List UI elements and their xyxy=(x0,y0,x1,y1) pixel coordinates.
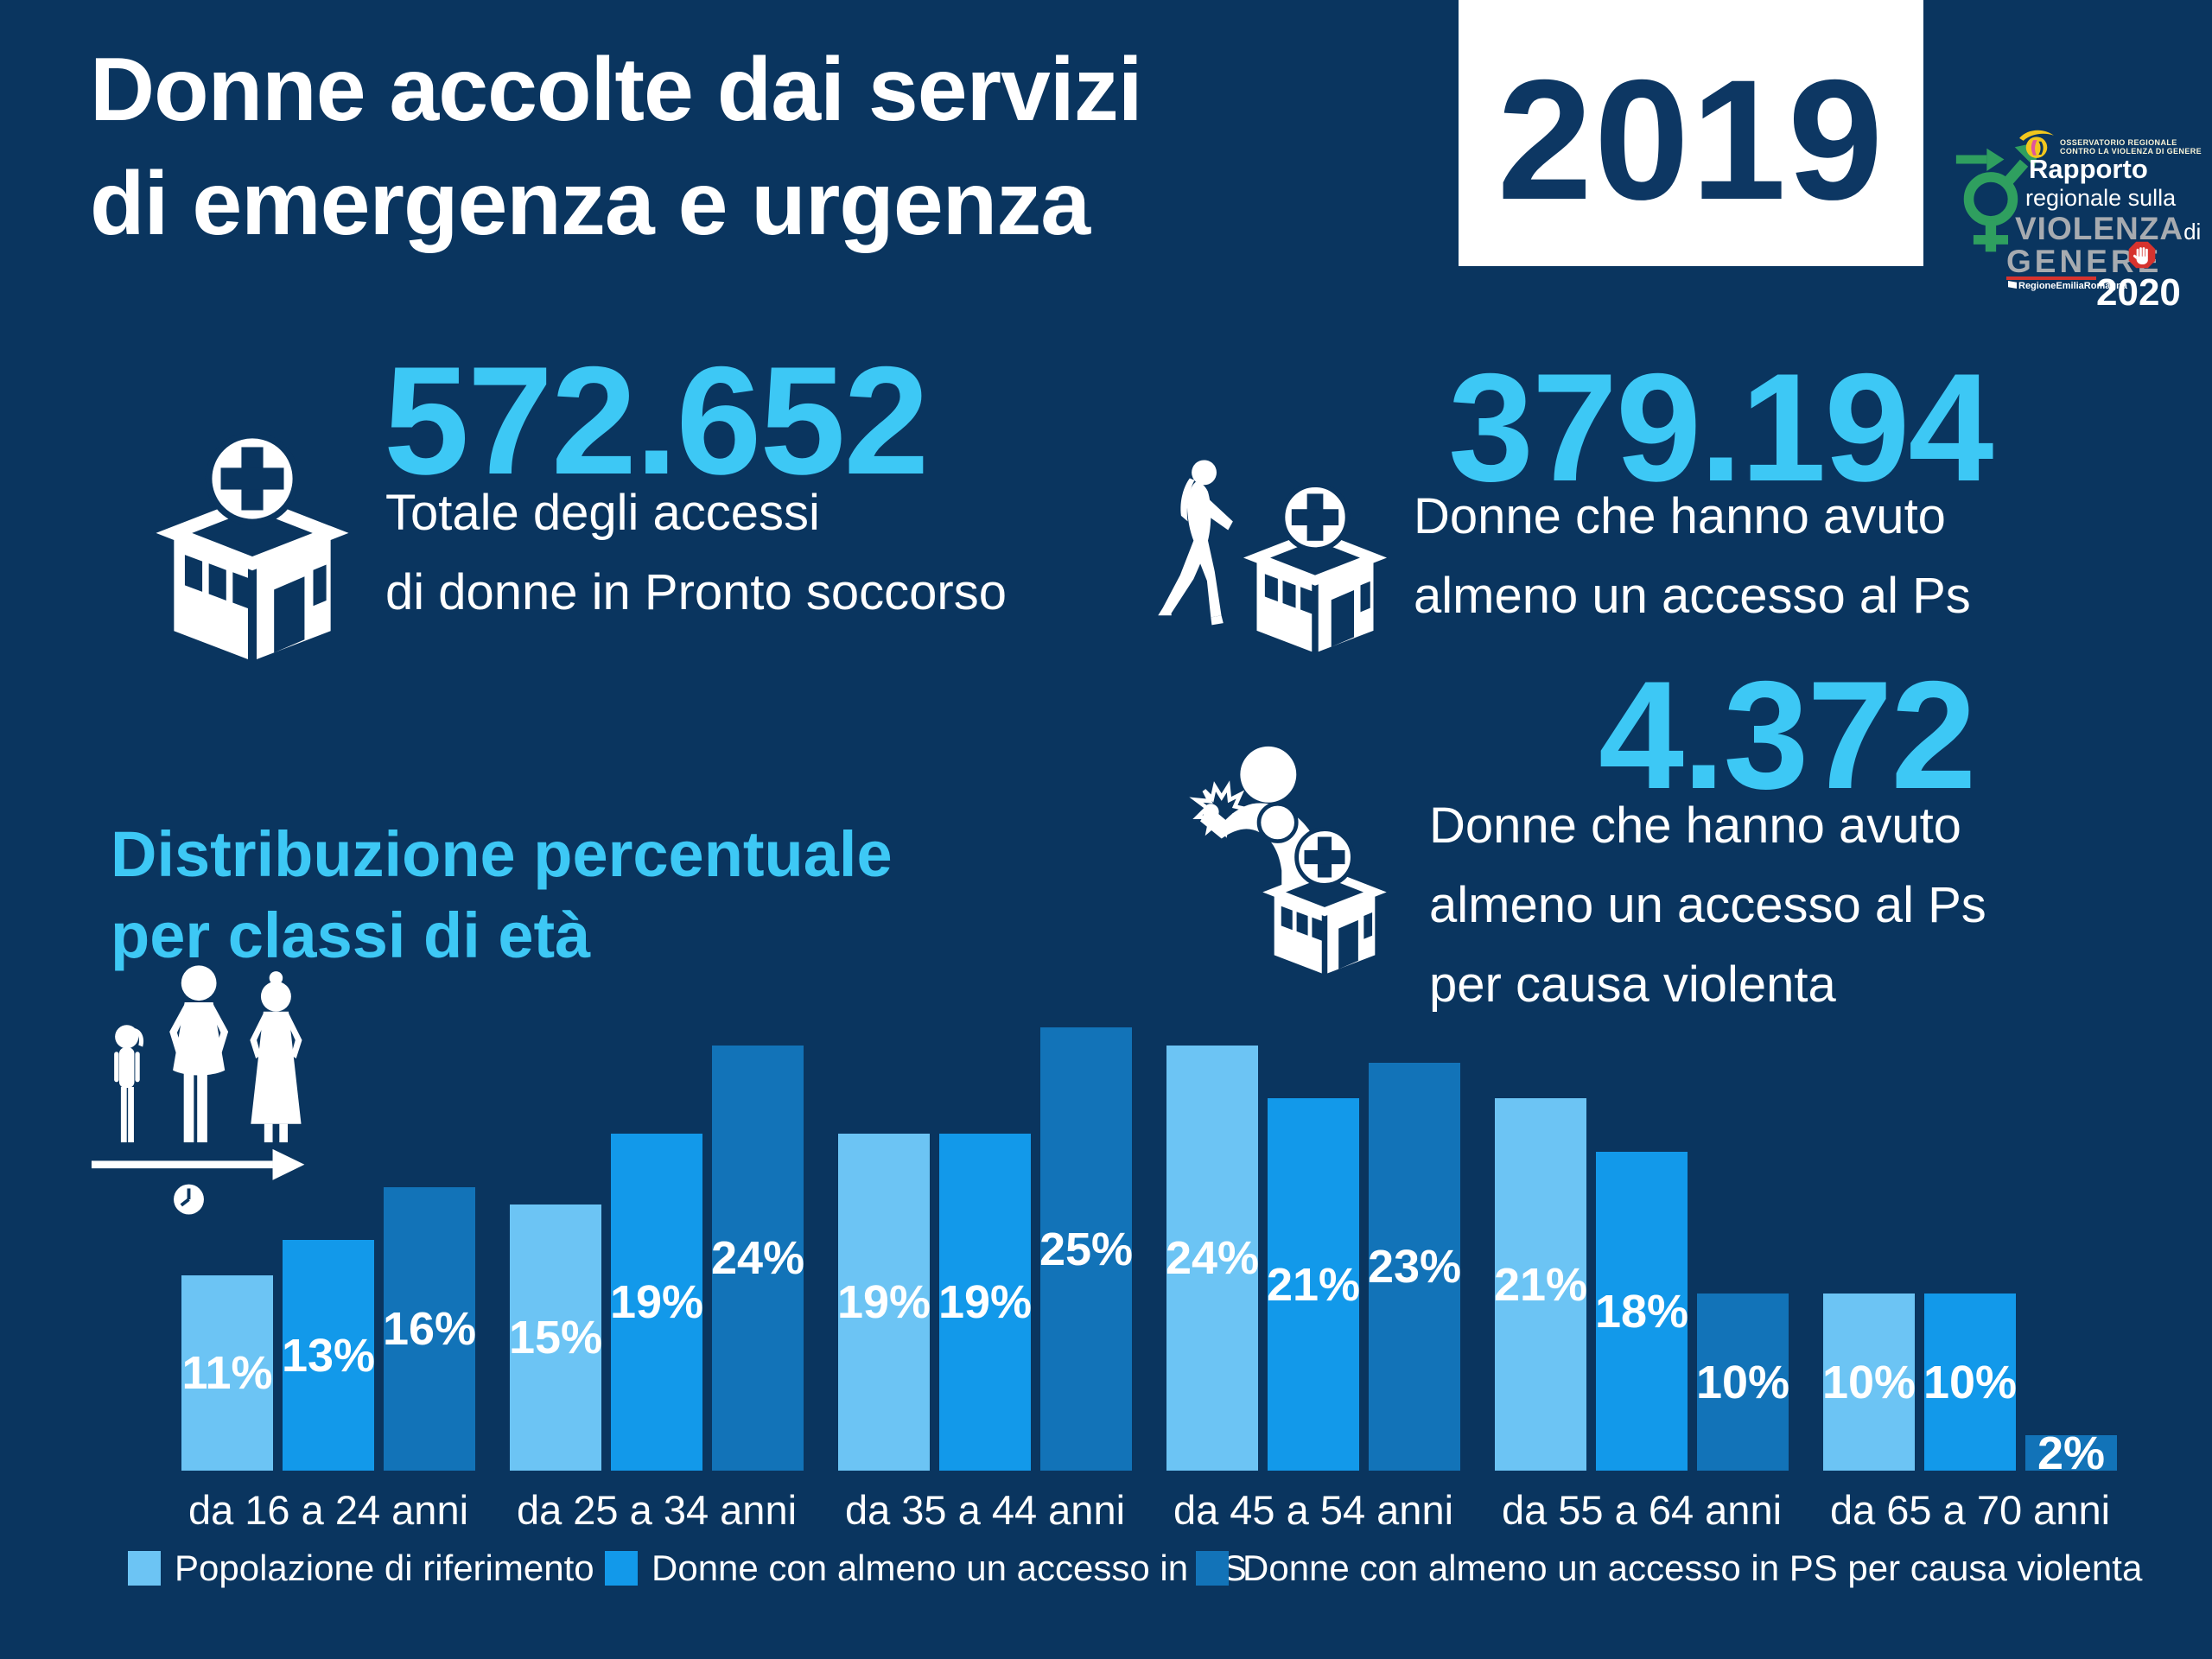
stat-women-access-caption: Donne che hanno avuto almeno un accesso … xyxy=(1414,477,1971,636)
category-label: da 45 a 54 anni xyxy=(1173,1487,1454,1533)
logo-region: RegioneEmiliaRomagna xyxy=(2008,281,2127,291)
bar-series3-group5: 10% xyxy=(1696,1294,1789,1471)
page-title-line2: di emergenza e urgenza xyxy=(90,154,1090,254)
bar-value-label: 21% xyxy=(1266,1258,1361,1311)
chart-title-line1: Distribuzione percentuale xyxy=(111,818,893,890)
report-logo: OSSERVATORIO REGIONALE CONTRO LA VIOLENZ… xyxy=(1942,111,2202,314)
logo-violenza: VIOLENZAdi xyxy=(2015,211,2201,247)
category-label: da 25 a 34 anni xyxy=(516,1487,798,1533)
category-label: da 35 a 44 anni xyxy=(844,1487,1126,1533)
bar-value-label: 2% xyxy=(2037,1427,2106,1479)
bar-series3-group4: 23% xyxy=(1368,1063,1461,1471)
legend-swatch xyxy=(1196,1551,1229,1586)
bar-series2-group2: 19% xyxy=(610,1134,703,1471)
bar-group-3: 19% 19% 25% da 35 a 44 anni xyxy=(837,1027,1133,1533)
stat-violent-cause-caption: Donne che hanno avuto almeno un accesso … xyxy=(1429,786,1986,1025)
year-value: 2019 xyxy=(1497,43,1885,235)
chart-title: Distribuzione percentuale per classi di … xyxy=(111,814,893,976)
stat-women-access-value: 379.194 xyxy=(1448,341,1993,513)
observatory-name: OSSERVATORIO REGIONALE CONTRO LA VIOLENZ… xyxy=(2060,138,2202,156)
bar-series1-group4: 24% xyxy=(1166,1046,1259,1471)
stat-total-accesses-caption-line1: Totale degli accessi xyxy=(385,485,820,541)
bar-series3-group3: 25% xyxy=(1039,1027,1133,1471)
observatory-name-line1: OSSERVATORIO REGIONALE xyxy=(2060,138,2177,147)
stat-violent-cause-value: 4.372 xyxy=(1599,649,1976,821)
bar-value-label: 19% xyxy=(938,1276,1033,1328)
observatory-name-line2: CONTRO LA VIOLENZA DI GENERE xyxy=(2060,147,2202,156)
category-label: da 55 a 64 anni xyxy=(1501,1487,1783,1533)
bar-value-label: 19% xyxy=(609,1276,704,1328)
stat-women-access-caption-line1: Donne che hanno avuto xyxy=(1414,488,1946,544)
bar-value-label: 23% xyxy=(1367,1241,1462,1293)
logo-year: 2020 xyxy=(2096,271,2181,314)
bar-series2-group4: 21% xyxy=(1267,1098,1360,1471)
bar-series1-group5: 21% xyxy=(1494,1098,1587,1471)
bar-group-2: 15% 19% 24% da 25 a 34 anni xyxy=(509,1046,804,1533)
bar-value-label: 24% xyxy=(1165,1232,1260,1284)
legend-swatch xyxy=(128,1551,161,1586)
bar-series1-group6: 10% xyxy=(1822,1294,1916,1471)
bar-series1-group1: 11% xyxy=(181,1275,273,1471)
logo-di-word: di xyxy=(2183,219,2202,245)
bar-series1-group2: 15% xyxy=(509,1205,602,1471)
year-badge: 2019 xyxy=(1459,0,1923,266)
bar-value-label: 11% xyxy=(181,1347,273,1399)
category-label: da 16 a 24 anni xyxy=(188,1487,469,1533)
bar-value-label: 10% xyxy=(1695,1356,1790,1408)
stat-total-accesses-caption-line2: di donne in Pronto soccorso xyxy=(385,564,1007,620)
stat-women-access-caption-line2: almeno un accesso al Ps xyxy=(1414,568,1971,624)
bar-value-label: 10% xyxy=(1923,1356,2018,1408)
legend-item-2: Donne con almeno un accesso in PS xyxy=(605,1548,1247,1589)
bar-value-label: 15% xyxy=(508,1312,603,1363)
bar-value-label: 19% xyxy=(836,1276,931,1328)
bar-value-label: 25% xyxy=(1039,1223,1134,1275)
bar-value-label: 21% xyxy=(1493,1258,1588,1311)
bar-series3-group1: 16% xyxy=(383,1187,476,1471)
logo-rapporto: Rapporto xyxy=(2029,154,2148,184)
logo-violenza-word: VIOLENZA xyxy=(2015,211,2184,246)
legend-item-3: Donne con almeno un accesso in PS per ca… xyxy=(1196,1548,2142,1589)
stat-total-accesses-value: 572.652 xyxy=(384,334,929,506)
bar-series2-group3: 19% xyxy=(938,1134,1032,1471)
bar-group-6: 10% 10% 2% da 65 a 70 anni xyxy=(1822,1294,2117,1533)
bar-series3-group2: 24% xyxy=(711,1046,804,1471)
bar-value-label: 24% xyxy=(710,1232,805,1284)
legend-label: Donne con almeno un accesso in PS xyxy=(652,1548,1247,1588)
page-title: Donne accolte dai servizi di emergenza e… xyxy=(90,33,1143,261)
page-title-line1: Donne accolte dai servizi xyxy=(90,40,1143,140)
stat-total-accesses-caption: Totale degli accessi di donne in Pronto … xyxy=(385,474,1007,632)
bar-value-label: 18% xyxy=(1594,1285,1689,1338)
stat-violent-cause-caption-line1: Donne che hanno avuto xyxy=(1429,798,1961,854)
bar-series2-group5: 18% xyxy=(1595,1152,1688,1471)
bar-series1-group3: 19% xyxy=(837,1134,931,1471)
bar-value-label: 16% xyxy=(382,1303,477,1355)
legend-label: Popolazione di riferimento xyxy=(175,1548,594,1588)
logo-regionale-sulla: regionale sulla xyxy=(2025,185,2177,211)
bar-group-5: 21% 18% 10% da 55 a 64 anni xyxy=(1494,1098,1789,1533)
logo-red-line xyxy=(2006,276,2096,280)
bar-value-label: 13% xyxy=(281,1329,376,1382)
bar-value-label: 10% xyxy=(1821,1356,1916,1408)
legend-label: Donne con almeno un accesso in PS per ca… xyxy=(1243,1548,2143,1588)
bar-series2-group1: 13% xyxy=(282,1240,375,1471)
region-name: RegioneEmiliaRomagna xyxy=(2018,281,2127,291)
chart-legend: Popolazione di riferimento Donne con alme… xyxy=(0,1548,2212,1599)
bar-group-4: 24% 21% 23% da 45 a 54 anni xyxy=(1166,1046,1461,1533)
bar-series2-group6: 10% xyxy=(1923,1294,2017,1471)
category-label: da 65 a 70 anni xyxy=(1829,1487,2111,1533)
region-flag-icon xyxy=(2008,281,2017,289)
stat-violent-cause-caption-line2: almeno un accesso al Ps xyxy=(1429,877,1986,933)
bar-group-1: 11% 13% 16% da 16 a 24 anni xyxy=(181,1187,476,1533)
chart-title-line2: per classi di età xyxy=(111,899,591,971)
stat-violent-cause-caption-line3: per causa violenta xyxy=(1429,957,1836,1013)
bar-series3-group6: 2% xyxy=(2025,1427,2117,1479)
legend-swatch xyxy=(605,1551,638,1586)
legend-item-1: Popolazione di riferimento xyxy=(128,1548,594,1589)
